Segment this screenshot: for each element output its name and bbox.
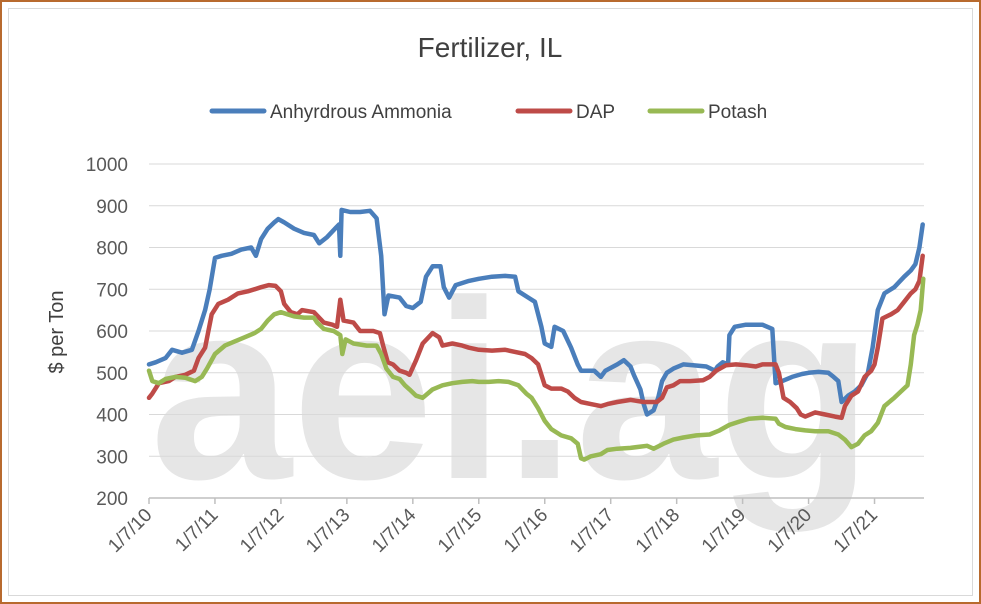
y-tick-label: 400 [96,406,128,427]
watermark-text: aei.ag [150,248,873,533]
series-line-anhyrdrous-ammonia [146,207,925,417]
y-tick-label: 1000 [86,155,128,176]
y-tick-label: 800 [96,239,128,260]
gridlines [149,163,924,457]
y-tick-label: 500 [96,364,128,385]
y-tick-label: 700 [96,280,128,301]
y-tick-label: 300 [96,447,128,468]
y-axis-label: $ per Ton [46,290,68,373]
series-line-dap [146,253,925,421]
legend-label: Anhyrdrous Ammonia [270,102,452,123]
chart-title: Fertilizer, IL [418,32,563,63]
legend-label: DAP [576,102,615,123]
y-axis-ticks: 200 300 400 500 600 700 800 900 1000 [86,155,128,510]
y-tick-label: 600 [96,322,128,343]
legend-label: Potash [708,102,767,123]
x-tick-label: 1/7/10 [104,505,156,557]
legend: Anhyrdrous Ammonia DAP Potash [209,102,767,123]
y-tick-label: 900 [96,197,128,218]
y-tick-label: 200 [96,489,128,510]
series-line-potash [146,276,926,462]
series-lines [146,207,926,462]
